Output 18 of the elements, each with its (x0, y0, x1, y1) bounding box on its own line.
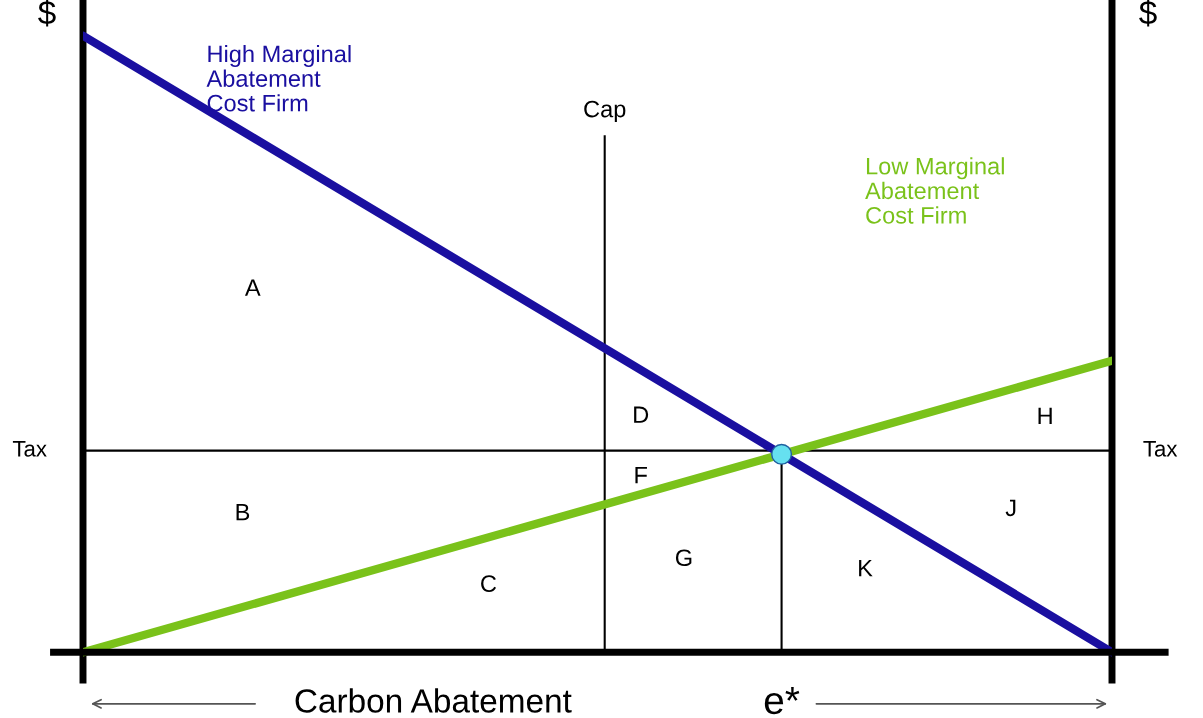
y-axis-title: $ (38, 0, 56, 27)
annotation: A (244, 279, 261, 296)
text: e* (764, 687, 800, 715)
annotation: Cap (584, 100, 626, 123)
text: Low Marginal Abatement Cost Firm (865, 157, 1004, 224)
annotation: D (634, 406, 649, 423)
annotation: B (236, 504, 250, 521)
text: Tax (12, 441, 47, 457)
series-label: High Marginal Abatement Cost Firm (206, 45, 351, 112)
annotation: C (481, 575, 497, 593)
annotation: F (635, 467, 647, 484)
annotation: J (1005, 499, 1016, 517)
x-axis-title: Carbon Abatement (295, 688, 572, 713)
annotation: H (1038, 407, 1052, 425)
annotation: K (859, 560, 873, 577)
annotation: G (675, 549, 692, 567)
ref-line-label: Tax (1143, 441, 1178, 457)
y2-axis-title: $ (1139, 0, 1157, 27)
